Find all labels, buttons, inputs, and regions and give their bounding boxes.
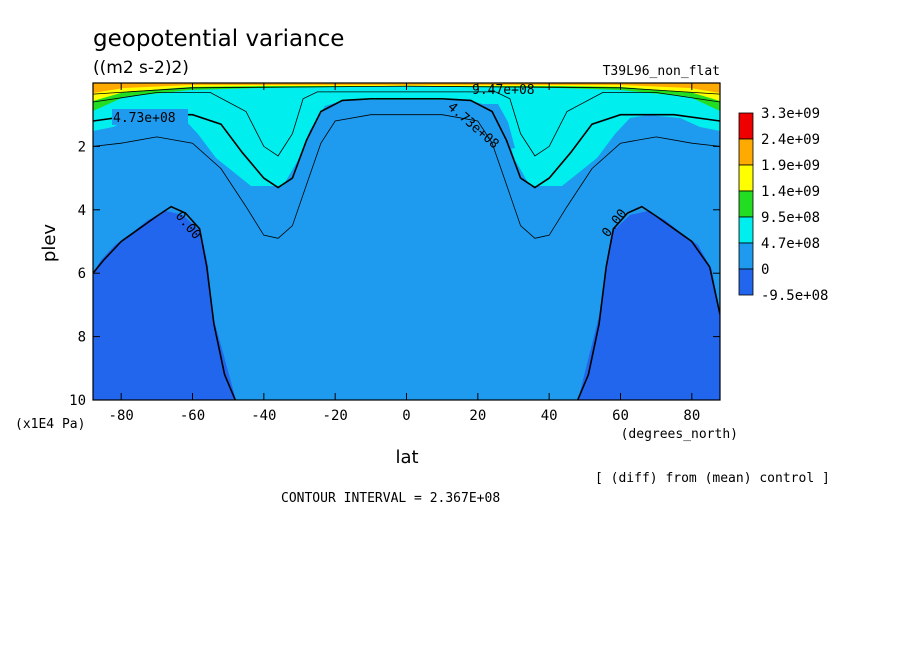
x-axis-title: lat bbox=[395, 447, 418, 468]
colorbar-label: 0 bbox=[761, 262, 769, 278]
contour-fills bbox=[93, 83, 720, 400]
colorbar-swatch bbox=[738, 164, 754, 192]
contour-label-bg bbox=[112, 109, 188, 125]
contour-interval: CONTOUR INTERVAL = 2.367E+08 bbox=[281, 491, 500, 506]
contour-line bbox=[93, 205, 237, 400]
contour-lines bbox=[93, 85, 720, 400]
colorbar-swatch bbox=[738, 112, 754, 140]
colorbar-swatch bbox=[738, 190, 754, 218]
x-unit-label: (degrees_north) bbox=[621, 427, 738, 442]
y-tick-label: 8 bbox=[78, 330, 86, 346]
contour-line bbox=[93, 114, 720, 239]
colorbar-label: 1.9e+09 bbox=[761, 158, 820, 174]
y-axis: 2 4 6 8 10 bbox=[69, 139, 720, 409]
colorbar-swatch bbox=[738, 138, 754, 166]
colorbar-label: 1.4e+09 bbox=[761, 184, 820, 200]
x-tick-label: 0 bbox=[402, 408, 410, 424]
fill-band-below-0-south bbox=[93, 211, 236, 400]
colorbar: 3.3e+09 2.4e+09 1.9e+09 1.4e+09 9.5e+08 4.7e+… bbox=[738, 106, 828, 304]
colorbar-swatch bbox=[738, 216, 754, 244]
diff-note: [ (diff) from (mean) control ] bbox=[595, 471, 830, 486]
run-label: T39L96_non_flat bbox=[603, 64, 720, 79]
contour-label: 4.73e+08 bbox=[113, 111, 176, 126]
colorbar-label: 4.7e+08 bbox=[761, 236, 820, 252]
y-tick-label: 4 bbox=[78, 203, 86, 219]
colorbar-label: 2.4e+09 bbox=[761, 132, 820, 148]
fill-band-below-0-north bbox=[578, 211, 720, 400]
x-tick-label: -60 bbox=[180, 408, 205, 424]
y-tick-label: 10 bbox=[69, 393, 86, 409]
y-tick-label: 2 bbox=[78, 139, 86, 155]
chart-units: ((m2 s-2)2) bbox=[93, 58, 189, 78]
x-tick-label: -20 bbox=[323, 408, 348, 424]
y-unit-label: (x1E4 Pa) bbox=[15, 417, 85, 432]
contour-label-group: 4.73e+08 9.47e+08 4.73e+08 0.00 0.00 bbox=[112, 83, 630, 243]
x-tick-label: 80 bbox=[683, 408, 700, 424]
chart-title: geopotential variance bbox=[93, 26, 344, 52]
contour-line bbox=[93, 91, 720, 157]
colorbar-swatch bbox=[738, 268, 754, 296]
contour-line bbox=[576, 205, 720, 400]
x-tick-label: 60 bbox=[612, 408, 629, 424]
x-tick-label: -40 bbox=[251, 408, 276, 424]
colorbar-swatch bbox=[738, 242, 754, 270]
colorbar-label: 9.5e+08 bbox=[761, 210, 820, 226]
colorbar-label: -9.5e+08 bbox=[761, 288, 828, 304]
x-axis: -80 -60 -40 -20 0 20 40 60 80 bbox=[109, 83, 700, 424]
contour-label: 9.47e+08 bbox=[472, 83, 535, 98]
y-tick-label: 6 bbox=[78, 266, 86, 282]
x-tick-label: 40 bbox=[541, 408, 558, 424]
colorbar-label: 3.3e+09 bbox=[761, 106, 820, 122]
contour-line bbox=[93, 98, 720, 189]
y-axis-title: plev bbox=[39, 224, 60, 263]
x-tick-label: 20 bbox=[469, 408, 486, 424]
x-tick-label: -80 bbox=[109, 408, 134, 424]
